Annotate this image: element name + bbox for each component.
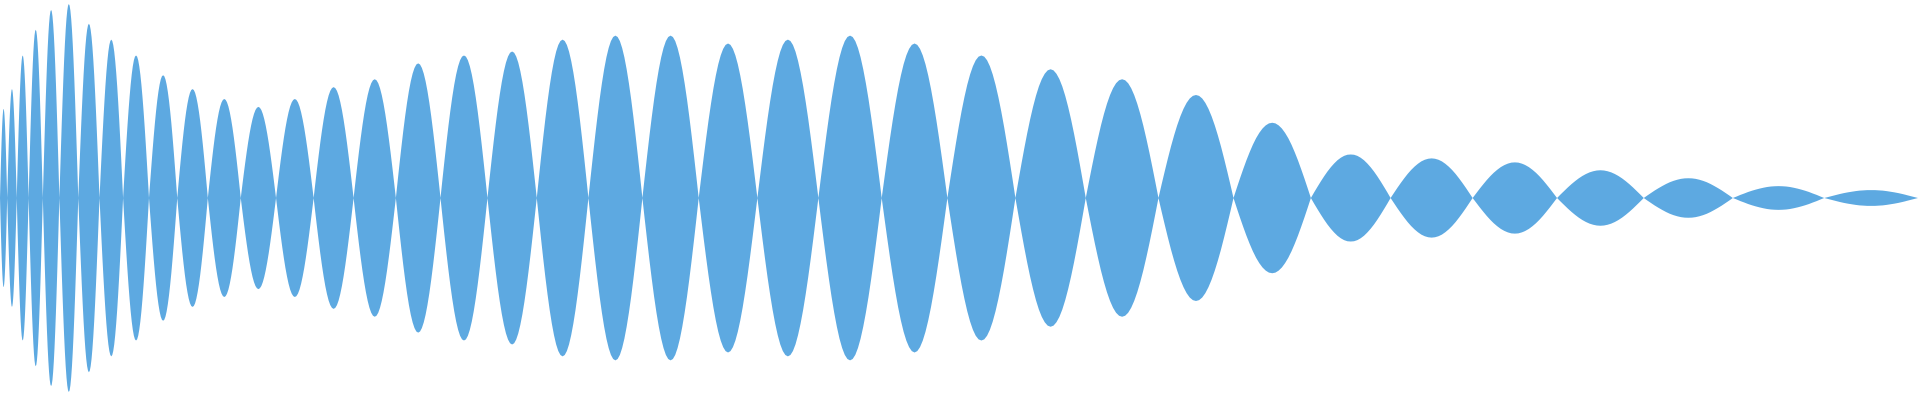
waveform-shape bbox=[0, 3, 1918, 393]
